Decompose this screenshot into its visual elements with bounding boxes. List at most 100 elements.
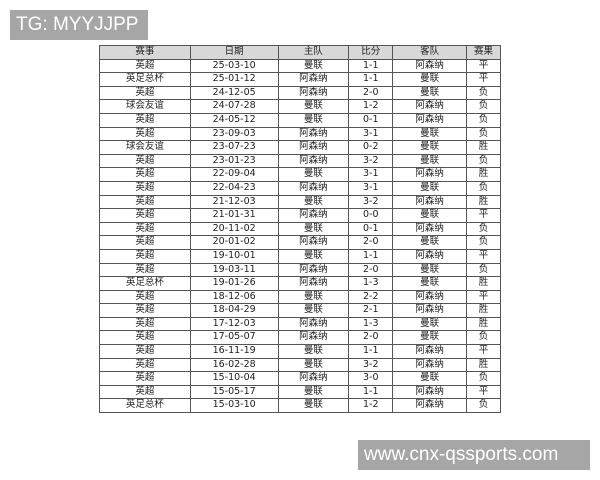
cell-competition: 英超	[99, 126, 191, 142]
cell-home-team: 曼联	[277, 112, 350, 128]
cell-away-team: 曼联	[392, 316, 468, 332]
cell-date: 24-05-12	[189, 112, 279, 128]
cell-result: 胜	[466, 357, 501, 373]
match-results-table: 赛事 日期 主队 比分 客队 赛果 英超 25-03-10 曼联 1-1 阿森纳平英足总杯 25-0…	[99, 45, 501, 414]
cell-competition: 英超	[99, 344, 191, 359]
header-score: 比分	[348, 45, 394, 60]
cell-score: 0-1	[348, 112, 394, 128]
table-row: 英超 25-03-10 曼联 1-1 阿森纳平	[99, 58, 501, 74]
cell-competition: 英超	[99, 289, 191, 305]
cell-date: 18-04-29	[189, 303, 279, 318]
cell-home-team: 阿森纳	[277, 85, 350, 101]
cell-home-team: 曼联	[277, 303, 350, 318]
cell-result: 负	[466, 99, 501, 114]
cell-home-team: 阿森纳	[277, 276, 350, 291]
cell-result: 平	[466, 384, 501, 400]
cell-result: 负	[466, 330, 501, 346]
table-row: 英超 20-11-02 曼联 0-1 阿森纳负	[99, 221, 501, 237]
cell-home-team: 曼联	[277, 344, 350, 359]
cell-away-team: 曼联	[392, 72, 468, 87]
cell-date: 21-12-03	[189, 194, 279, 210]
cell-score: 2-0	[348, 235, 394, 250]
cell-score: 3-1	[348, 180, 394, 196]
table-row: 英超 18-12-06 曼联 2-2 阿森纳平	[99, 289, 501, 305]
cell-score: 3-2	[348, 194, 394, 210]
cell-score: 1-2	[348, 99, 394, 114]
cell-score: 3-2	[348, 153, 394, 169]
cell-competition: 英足总杯	[99, 72, 191, 87]
table-row: 英超 21-01-31 阿森纳 0-0 曼联平	[99, 208, 501, 223]
table-row: 英超 24-05-12 曼联 0-1 阿森纳负	[99, 112, 501, 128]
cell-date: 19-01-26	[189, 276, 279, 291]
cell-date: 15-05-17	[189, 384, 279, 400]
cell-score: 1-2	[348, 398, 394, 414]
cell-away-team: 阿森纳	[392, 344, 468, 359]
cell-result: 胜	[466, 303, 501, 318]
cell-score: 0-0	[348, 208, 394, 223]
cell-competition: 英超	[99, 357, 191, 373]
cell-home-team: 曼联	[277, 167, 350, 182]
cell-result: 平	[466, 208, 501, 223]
cell-date: 20-11-02	[189, 221, 279, 237]
cell-competition: 英足总杯	[99, 398, 191, 414]
cell-result: 平	[466, 58, 501, 74]
cell-competition: 英超	[99, 194, 191, 210]
cell-score: 2-0	[348, 85, 394, 101]
cell-away-team: 曼联	[392, 235, 468, 250]
cell-away-team: 阿森纳	[392, 357, 468, 373]
cell-competition: 球会友谊	[99, 140, 191, 155]
cell-away-team: 曼联	[392, 85, 468, 101]
cell-date: 19-10-01	[189, 248, 279, 264]
cell-away-team: 曼联	[392, 153, 468, 169]
cell-date: 23-09-03	[189, 126, 279, 142]
cell-score: 3-1	[348, 167, 394, 182]
cell-result: 胜	[466, 140, 501, 155]
header-competition: 赛事	[99, 45, 191, 60]
table-row: 英足总杯 25-01-12 阿森纳 1-1 曼联平	[99, 72, 501, 87]
cell-result: 胜	[466, 316, 501, 332]
cell-away-team: 曼联	[392, 371, 468, 386]
table-row: 球会友谊 24-07-28 曼联 1-2 阿森纳负	[99, 99, 501, 114]
cell-result: 负	[466, 221, 501, 237]
watermark-bottom: www.cnx-qssports.com	[358, 440, 590, 470]
cell-score: 2-1	[348, 303, 394, 318]
table-row: 英超 15-10-04 阿森纳 3-0 曼联负	[99, 371, 501, 386]
cell-score: 0-2	[348, 140, 394, 155]
header-date: 日期	[189, 45, 279, 60]
watermark-top: TG: MYYJJPP	[10, 10, 148, 40]
cell-away-team: 曼联	[392, 262, 468, 278]
cell-competition: 英超	[99, 235, 191, 250]
table-row: 英超 16-02-28 曼联 3-2 阿森纳胜	[99, 357, 501, 373]
cell-date: 16-02-28	[189, 357, 279, 373]
table-row: 球会友谊 23-07-23 阿森纳 0-2 曼联胜	[99, 140, 501, 155]
cell-home-team: 阿森纳	[277, 316, 350, 332]
cell-score: 1-1	[348, 248, 394, 264]
cell-competition: 英超	[99, 208, 191, 223]
cell-competition: 英超	[99, 180, 191, 196]
cell-away-team: 阿森纳	[392, 289, 468, 305]
table-row: 英超 17-12-03 阿森纳 1-3 曼联胜	[99, 316, 501, 332]
cell-home-team: 阿森纳	[277, 208, 350, 223]
cell-score: 1-1	[348, 344, 394, 359]
cell-away-team: 阿森纳	[392, 58, 468, 74]
cell-away-team: 阿森纳	[392, 221, 468, 237]
table-row: 英超 20-01-02 阿森纳 2-0 曼联负	[99, 235, 501, 250]
cell-date: 25-03-10	[189, 58, 279, 74]
cell-date: 15-03-10	[189, 398, 279, 414]
table-row: 英足总杯 19-01-26 阿森纳 1-3 曼联胜	[99, 276, 501, 291]
cell-date: 20-01-02	[189, 235, 279, 250]
cell-home-team: 阿森纳	[277, 180, 350, 196]
cell-home-team: 曼联	[277, 58, 350, 74]
cell-score: 1-1	[348, 58, 394, 74]
cell-result: 负	[466, 85, 501, 101]
cell-competition: 英超	[99, 316, 191, 332]
cell-result: 负	[466, 371, 501, 386]
cell-competition: 英超	[99, 262, 191, 278]
cell-result: 平	[466, 289, 501, 305]
table-row: 英超 23-01-23 阿森纳 3-2 曼联负	[99, 153, 501, 169]
cell-competition: 英超	[99, 153, 191, 169]
cell-score: 2-2	[348, 289, 394, 305]
table-row: 英超 15-05-17 曼联 1-1 阿森纳平	[99, 384, 501, 400]
cell-result: 负	[466, 153, 501, 169]
cell-away-team: 曼联	[392, 330, 468, 346]
